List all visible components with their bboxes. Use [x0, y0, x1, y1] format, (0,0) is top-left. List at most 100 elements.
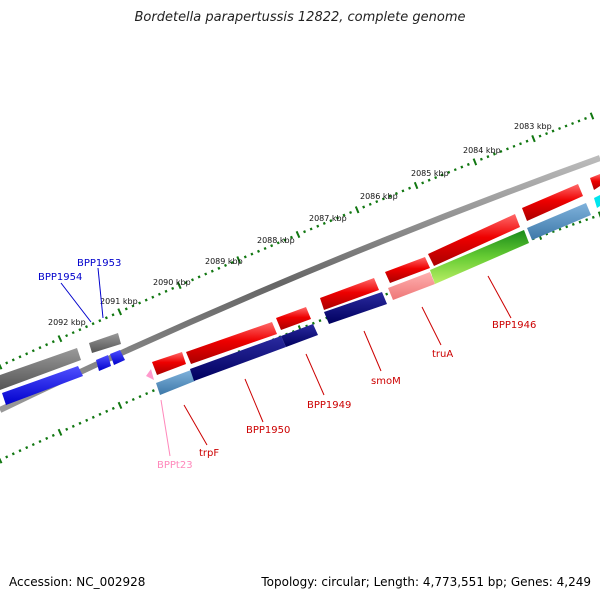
gc-tick — [84, 325, 89, 329]
gc-tick — [385, 292, 389, 296]
gc-tick — [210, 269, 214, 273]
gc-tick — [250, 252, 254, 256]
label-trua[interactable]: truA — [432, 349, 453, 360]
map-title: Bordetella parapertussis 12822, complete… — [134, 10, 466, 25]
gc-tick — [71, 331, 75, 335]
gc-tick — [577, 119, 581, 123]
gene-cyan — [594, 195, 600, 208]
gc-tick — [171, 286, 175, 290]
label-bpp1949[interactable]: BPP1949 — [307, 400, 351, 411]
leader-lines — [60, 267, 512, 457]
gene-smom-rev — [324, 292, 387, 324]
gc-tick — [505, 147, 509, 151]
gc-tick — [45, 436, 49, 440]
gc-tick — [545, 132, 549, 136]
gene-steel-2 — [527, 203, 591, 240]
label-bpp1954[interactable]: BPP1954 — [38, 272, 82, 283]
gc-tick — [499, 149, 503, 154]
label-smom[interactable]: smoM — [371, 376, 401, 387]
gc-tick — [394, 191, 398, 196]
gc-tick — [460, 165, 464, 169]
gc-tick — [538, 134, 542, 138]
tick-label: 2088 kbp — [257, 236, 295, 245]
gc-tick — [381, 197, 385, 201]
gc-tick — [11, 452, 15, 456]
gene-small-blue — [96, 355, 111, 371]
gc-tick — [57, 335, 63, 343]
gc-tick — [571, 121, 575, 126]
gc-tick — [472, 158, 478, 166]
gc-tick — [368, 202, 372, 206]
gene-trpf-fwd — [186, 322, 277, 364]
gc-tick — [57, 428, 63, 436]
gc-tick — [157, 292, 161, 296]
gc-tick — [31, 349, 35, 353]
gc-tick — [591, 215, 595, 219]
gc-tick — [512, 144, 516, 148]
gc-tick — [98, 412, 102, 416]
gc-tick — [138, 301, 142, 305]
gc-tick — [558, 126, 562, 131]
gc-tick — [18, 449, 22, 453]
label-bpp1950[interactable]: BPP1950 — [246, 425, 290, 436]
gc-tick — [316, 224, 320, 228]
gc-tick — [565, 225, 569, 229]
gc-tick — [578, 220, 582, 224]
gene-bpp1949-rev — [281, 324, 318, 347]
gc-tick — [91, 415, 95, 419]
gc-tick — [362, 205, 366, 209]
label-bpp1953[interactable]: BPP1953 — [77, 258, 121, 269]
gene-fwd-a — [276, 307, 311, 330]
gc-tick — [98, 319, 102, 323]
gc-tick — [125, 400, 129, 404]
gc-tick — [85, 418, 89, 422]
gene-fwd-c — [385, 257, 430, 283]
tick-label: 2090 kbp — [153, 278, 191, 287]
gc-tick — [151, 295, 155, 299]
gc-tick — [38, 346, 42, 350]
label-trpf[interactable]: trpF — [199, 448, 219, 459]
gene-bpp1950-rev — [190, 336, 286, 381]
gc-tick — [584, 117, 587, 120]
gc-tick — [223, 263, 228, 267]
gc-tick — [413, 181, 419, 190]
gc-tick — [91, 322, 95, 326]
gc-tick — [434, 176, 438, 180]
gc-tick — [51, 340, 55, 344]
tick-label: 2089 kbp — [205, 257, 243, 266]
gene-bpp1954-arrow — [2, 366, 83, 405]
gene-small-blue-2 — [110, 350, 125, 365]
gc-tick — [564, 124, 568, 128]
gc-tick — [25, 446, 29, 450]
gc-tick — [289, 235, 293, 239]
gc-tick — [421, 181, 425, 185]
gc-tick — [329, 219, 333, 223]
gc-tick — [11, 358, 15, 362]
pseudogene-bpp1953 — [89, 333, 121, 353]
gc-tick — [31, 443, 35, 447]
tick-label: 2085 kbp — [411, 169, 449, 178]
gc-tick — [78, 421, 82, 425]
gc-tick — [354, 206, 360, 214]
gc-tick — [197, 275, 201, 279]
gc-tick — [479, 157, 483, 161]
gc-tick — [105, 409, 109, 413]
gc-tick — [151, 389, 155, 393]
gc-tick — [519, 142, 522, 146]
label-bpp1946[interactable]: BPP1946 — [492, 320, 536, 331]
gc-tick — [276, 241, 280, 245]
accession-text: Accession: NC_002928 — [9, 575, 146, 589]
gc-tick — [551, 129, 555, 133]
gc-tick — [486, 155, 490, 159]
label-bppt23[interactable]: BPPt23 — [157, 460, 193, 471]
gc-tick — [466, 162, 470, 167]
gene-fwd-e — [522, 184, 583, 221]
gc-tick — [295, 230, 301, 239]
rna-bppt23 — [146, 369, 154, 380]
gc-tick — [117, 308, 123, 316]
gc-tick — [104, 316, 108, 320]
gc-tick — [38, 439, 42, 444]
gc-tick — [318, 319, 322, 323]
gc-tick — [388, 194, 392, 198]
gene-bpp1946 — [430, 230, 529, 284]
